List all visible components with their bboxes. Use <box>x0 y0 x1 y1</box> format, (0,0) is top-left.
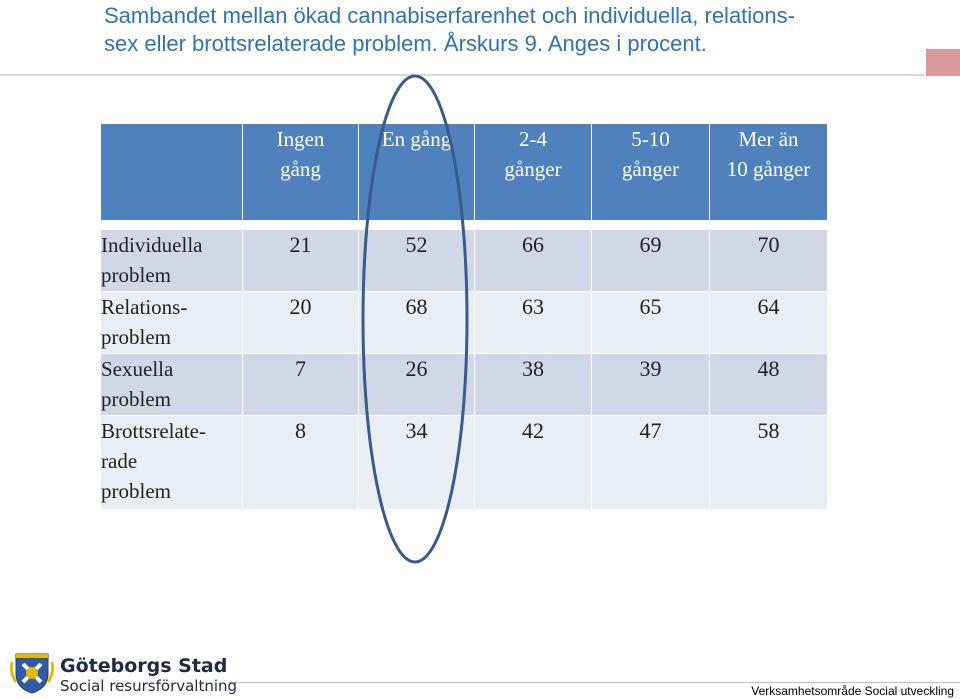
row-label: Relations-problem <box>101 292 243 354</box>
table-cell: 26 <box>359 354 475 416</box>
table-row: Sexuella problem 7 26 38 39 48 <box>101 354 828 416</box>
slide-title: Sambandet mellan ökad cannabiserfarenhet… <box>104 2 864 58</box>
row-label: Brottsrelate-rade problem <box>101 416 243 510</box>
table-cell: 66 <box>475 230 592 292</box>
data-table: Ingen gång En gång 2-4 gånger 5-10 gånger M… <box>100 123 828 510</box>
row-label: Sexuella problem <box>101 354 243 416</box>
table-cell: 63 <box>475 292 592 354</box>
table-row: Brottsrelate-rade problem 8 34 42 47 58 <box>101 416 828 510</box>
footer-divider <box>228 682 960 683</box>
column-header: 5-10 gånger <box>592 124 710 221</box>
table-row: Relations-problem 20 68 63 65 64 <box>101 292 828 354</box>
goteborg-coat-of-arms-icon <box>10 648 54 694</box>
corner-accent-box <box>926 49 960 76</box>
table-cell: 68 <box>359 292 475 354</box>
title-line-1: Sambandet mellan ökad cannabiserfarenhet… <box>104 2 864 30</box>
table-cell: 21 <box>243 230 359 292</box>
column-header: Mer än 10 gånger <box>710 124 828 221</box>
org-name: Göteborgs Stad <box>60 655 227 677</box>
table-cell: 70 <box>710 230 828 292</box>
title-divider <box>0 74 924 76</box>
table-cell: 58 <box>710 416 828 510</box>
table-cell: 39 <box>592 354 710 416</box>
table-cell: 20 <box>243 292 359 354</box>
table-cell: 52 <box>359 230 475 292</box>
table-cell: 64 <box>710 292 828 354</box>
table-cell: 65 <box>592 292 710 354</box>
table-cell: 7 <box>243 354 359 416</box>
column-header: En gång <box>359 124 475 221</box>
table-cell: 42 <box>475 416 592 510</box>
column-header: 2-4 gånger <box>475 124 592 221</box>
table-cell: 48 <box>710 354 828 416</box>
table-cell: 47 <box>592 416 710 510</box>
table-cell: 8 <box>243 416 359 510</box>
table-row: Individuella problem 21 52 66 69 70 <box>101 230 828 292</box>
footer-department-text: Verksamhetsområde Social utveckling <box>751 684 954 698</box>
title-line-2: sex eller brottsrelaterade problem. Årsk… <box>104 30 864 58</box>
column-header: Ingen gång <box>243 124 359 221</box>
table-header-row: Ingen gång En gång 2-4 gånger 5-10 gånger M… <box>101 124 828 221</box>
table-cell: 69 <box>592 230 710 292</box>
header-corner-cell <box>101 124 243 221</box>
row-label: Individuella problem <box>101 230 243 292</box>
table-cell: 38 <box>475 354 592 416</box>
org-subtitle: Social resursförvaltning <box>60 677 237 695</box>
table-cell: 34 <box>359 416 475 510</box>
